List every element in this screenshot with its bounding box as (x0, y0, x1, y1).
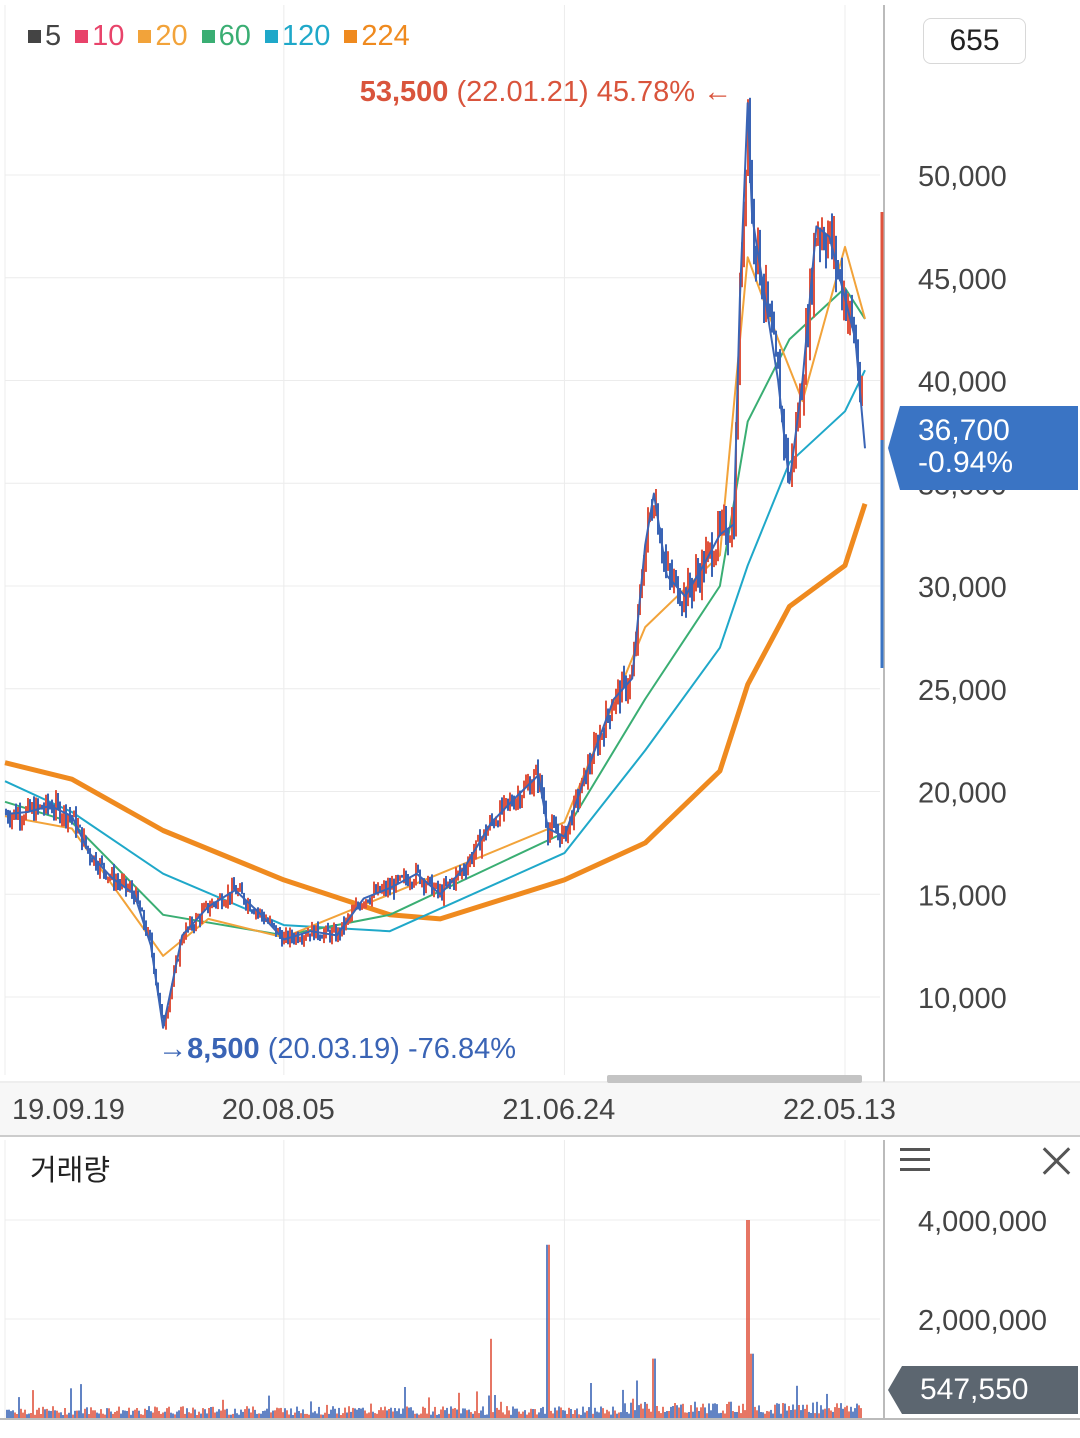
legend-item-10[interactable]: 10 (75, 20, 124, 53)
low-annotation: →8,500 (20.03.19) -76.84% (158, 1033, 516, 1065)
ma-legend: 5 10 20 60 120 224 (28, 20, 410, 53)
legend-item-224[interactable]: 224 (344, 20, 410, 53)
current-price: 36,700 (918, 414, 1010, 447)
legend-label: 120 (281, 20, 331, 52)
low-arrow: → (158, 1033, 187, 1065)
x-axis-band (0, 1083, 1080, 1135)
current-volume-tag: 547,550 (888, 1366, 1078, 1414)
current-volume: 547,550 (920, 1373, 1029, 1406)
chart-scrollbar[interactable] (607, 1075, 862, 1083)
volume-tick-label: 2,000,000 (918, 1305, 1047, 1337)
legend-swatch (75, 30, 89, 43)
low-detail: (20.03.19) -76.84% (260, 1033, 516, 1065)
ma-60-line (4, 287, 866, 937)
legend-label: 10 (92, 20, 125, 52)
legend-label: 60 (218, 20, 251, 52)
price-tick-label: 20,000 (918, 778, 1007, 810)
price-tick-label: 30,000 (918, 572, 1007, 604)
close-icon[interactable] (1040, 1145, 1072, 1177)
legend-item-120[interactable]: 120 (264, 20, 331, 53)
x-tick-label: 20.08.05 (222, 1094, 335, 1126)
price-tick-label: 40,000 (918, 367, 1007, 399)
close-price-line (4, 102, 866, 1029)
legend-item-60[interactable]: 60 (201, 20, 251, 53)
x-tick-label: 22.05.13 (783, 1094, 896, 1126)
volume-tick-label: 4,000,000 (918, 1206, 1047, 1238)
candles (5, 97, 863, 1030)
menu-icon[interactable] (900, 1148, 930, 1174)
legend-swatch (344, 30, 358, 43)
legend-item-20[interactable]: 20 (138, 20, 188, 53)
legend-item-5[interactable]: 5 (28, 20, 61, 53)
price-tick-label: 15,000 (918, 880, 1007, 912)
price-tick-label: 50,000 (918, 161, 1007, 193)
price-tick-label: 10,000 (918, 983, 1007, 1015)
high-annotation: 53,500 (22.01.21) 45.78% ← (360, 76, 732, 108)
volume-panel-title: 거래량 (30, 1155, 111, 1187)
price-tag-shape (888, 406, 1078, 490)
legend-swatch (201, 30, 215, 43)
high-value: 53,500 (360, 76, 449, 108)
legend-swatch (138, 30, 152, 43)
x-tick-label: 19.09.19 (12, 1094, 125, 1126)
price-tick-label: 45,000 (918, 264, 1007, 296)
ma-224-line (4, 503, 868, 922)
ma-120-line (4, 369, 866, 933)
current-price-tag: 36,700 -0.94% (888, 406, 1078, 490)
legend-swatch (264, 30, 278, 43)
price-tick-label: 25,000 (918, 675, 1007, 707)
current-change: -0.94% (918, 446, 1014, 479)
legend-swatch (28, 30, 41, 43)
legend-label: 20 (155, 20, 188, 52)
legend-label: 5 (45, 20, 62, 52)
volume-bars (6, 1220, 862, 1418)
volume-tag-shape (888, 1366, 1078, 1414)
legend-label: 224 (361, 20, 410, 52)
x-tick-label: 21.06.24 (502, 1094, 615, 1126)
candle-count-box[interactable]: 655 (923, 18, 1026, 64)
high-detail: (22.01.21) 45.78% ← (448, 76, 732, 108)
low-value: 8,500 (187, 1033, 260, 1065)
